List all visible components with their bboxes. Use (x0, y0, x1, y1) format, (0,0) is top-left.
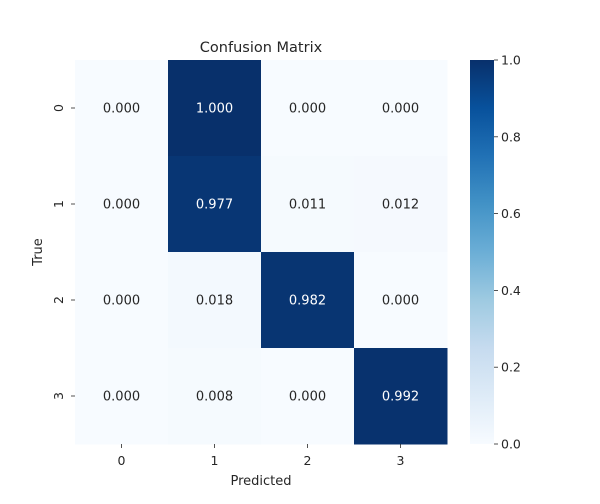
cell-value-label: 0.000 (103, 294, 140, 309)
chart-title: Confusion Matrix (200, 40, 323, 56)
x-tick-label: 0 (118, 453, 126, 468)
heatmap-cell-r3-c0 (75, 348, 169, 445)
cell-value-label: 0.008 (196, 390, 233, 405)
heatmap-cell-r0-c3 (354, 60, 448, 157)
x-axis-ticks: 0 1 2 3 (118, 444, 405, 468)
cell-value-label: 0.977 (196, 198, 233, 213)
heatmap-cell-r1-c3 (354, 156, 448, 253)
heatmap-cell-r0-c0 (75, 60, 169, 157)
x-tick-label: 1 (211, 453, 219, 468)
x-axis-label: Predicted (230, 474, 291, 489)
x-tick-label: 3 (397, 453, 405, 468)
heatmap-cell-r3-c3 (354, 348, 448, 445)
y-tick-label: 2 (51, 296, 66, 304)
heatmap-cell-r0-c1 (168, 60, 262, 157)
cell-value-label: 0.992 (382, 390, 419, 405)
heatmap-cell-r3-c1 (168, 348, 262, 445)
cell-value-label: 0.000 (382, 102, 419, 117)
x-tick-label: 2 (304, 453, 312, 468)
heatmap-cell-r2-c3 (354, 252, 448, 349)
cell-value-label: 0.000 (103, 198, 140, 213)
cell-value-label: 0.000 (289, 390, 326, 405)
cell-value-label: 0.000 (289, 102, 326, 117)
heatmap-cells: 0.000 1.000 0.000 0.000 0.000 0.977 0.011 0.012… (75, 60, 448, 445)
cell-value-label: 0.011 (289, 198, 326, 213)
heatmap-cell-r1-c2 (261, 156, 355, 253)
y-tick-label: 0 (51, 104, 66, 112)
colorbar-tick-label: 0.4 (501, 283, 521, 298)
heatmap-cell-r2-c0 (75, 252, 169, 349)
heatmap-cell-r3-c2 (261, 348, 355, 445)
cell-value-label: 1.000 (196, 102, 233, 117)
cell-value-label: 0.982 (289, 294, 326, 309)
colorbar: 0.0 0.2 0.4 0.6 0.8 1.0 (470, 53, 521, 452)
cell-value-label: 0.000 (103, 102, 140, 117)
heatmap-cell-r0-c2 (261, 60, 355, 157)
cell-value-label: 0.000 (103, 390, 140, 405)
cell-value-label: 0.012 (382, 198, 419, 213)
cell-value-label: 0.018 (196, 294, 233, 309)
colorbar-tick-label: 0.2 (501, 360, 521, 375)
y-tick-label: 3 (51, 392, 66, 400)
heatmap-cell-r2-c1 (168, 252, 262, 349)
colorbar-tick-label: 0.6 (501, 206, 521, 221)
colorbar-gradient (470, 60, 494, 444)
y-tick-label: 1 (51, 200, 66, 208)
heatmap-cell-r2-c2 (261, 252, 355, 349)
heatmap-cell-r1-c0 (75, 156, 169, 253)
colorbar-tick-label: 1.0 (501, 53, 521, 68)
cell-value-label: 0.000 (382, 294, 419, 309)
y-axis-label: True (31, 238, 46, 267)
colorbar-tick-label: 0.0 (501, 437, 521, 452)
y-axis-ticks: 0 1 2 3 (51, 104, 75, 400)
heatmap-cell-r1-c1 (168, 156, 262, 253)
colorbar-tick-label: 0.8 (501, 129, 521, 144)
